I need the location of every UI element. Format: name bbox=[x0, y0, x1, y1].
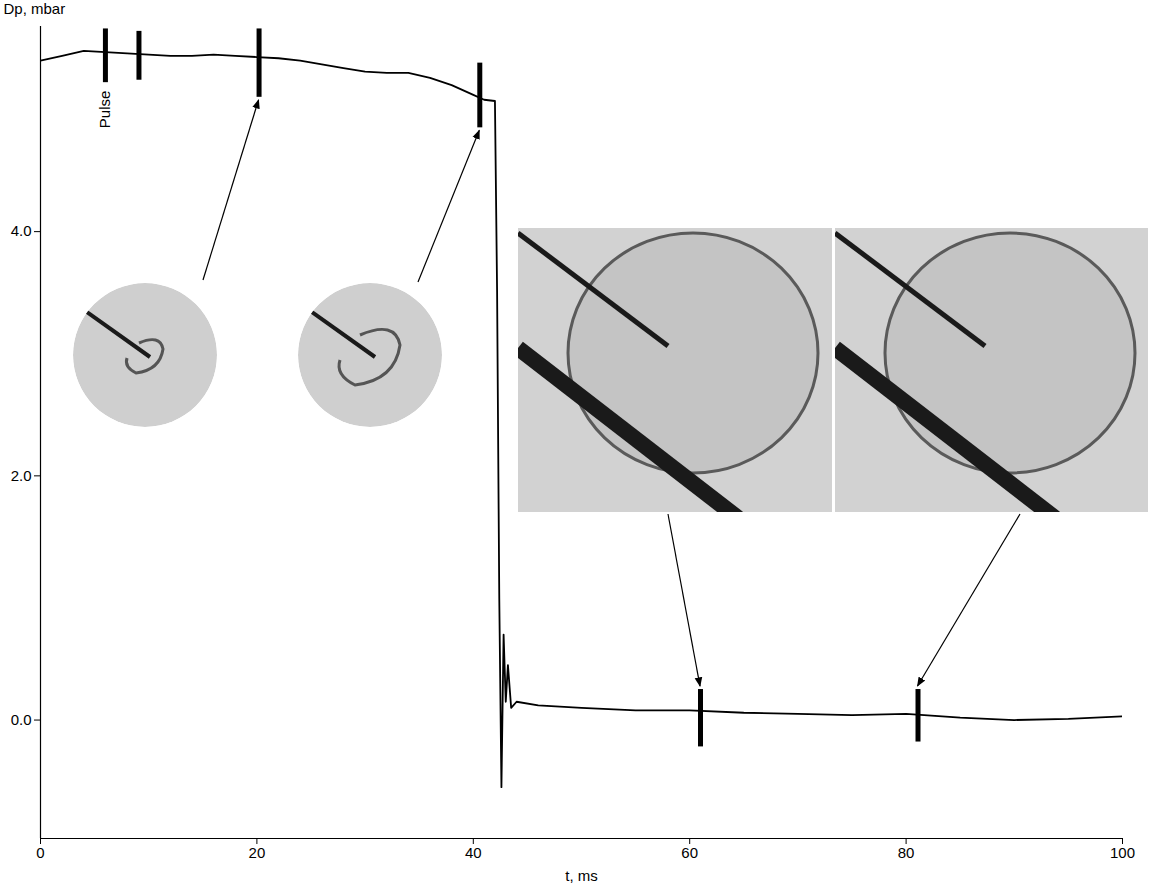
svg-text:t, ms: t, ms bbox=[565, 867, 598, 884]
svg-text:0: 0 bbox=[36, 844, 44, 861]
svg-text:2.0: 2.0 bbox=[11, 467, 32, 484]
svg-text:4.0: 4.0 bbox=[11, 222, 32, 239]
svg-text:40: 40 bbox=[465, 844, 482, 861]
svg-text:Dp, mbar: Dp, mbar bbox=[4, 0, 66, 17]
svg-text:80: 80 bbox=[898, 844, 915, 861]
svg-text:Pulse: Pulse bbox=[96, 91, 113, 129]
svg-text:60: 60 bbox=[681, 844, 698, 861]
svg-text:20: 20 bbox=[249, 844, 266, 861]
svg-text:0.0: 0.0 bbox=[11, 711, 32, 728]
svg-text:100: 100 bbox=[1110, 844, 1135, 861]
